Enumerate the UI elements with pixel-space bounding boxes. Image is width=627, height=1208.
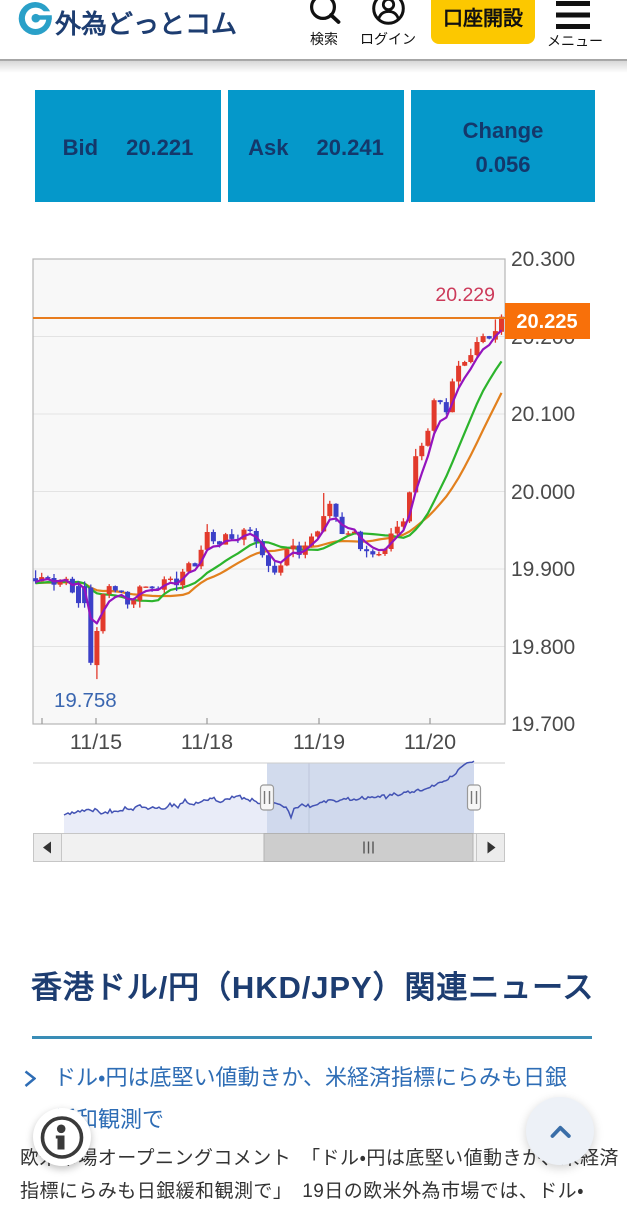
svg-text:11/18: 11/18	[181, 730, 233, 754]
svg-text:11/20: 11/20	[404, 730, 456, 754]
svg-text:20.100: 20.100	[511, 403, 575, 426]
svg-text:11/15: 11/15	[70, 730, 122, 754]
svg-text:20.300: 20.300	[511, 248, 575, 271]
svg-text:20.000: 20.000	[511, 481, 575, 504]
svg-text:20.225: 20.225	[516, 311, 577, 333]
svg-text:19.700: 19.700	[511, 713, 575, 736]
svg-text:11/19: 11/19	[293, 730, 345, 754]
svg-text:19.800: 19.800	[511, 636, 575, 659]
svg-text:19.758: 19.758	[54, 689, 117, 712]
svg-text:19.900: 19.900	[511, 558, 575, 581]
svg-text:20.229: 20.229	[435, 284, 495, 306]
